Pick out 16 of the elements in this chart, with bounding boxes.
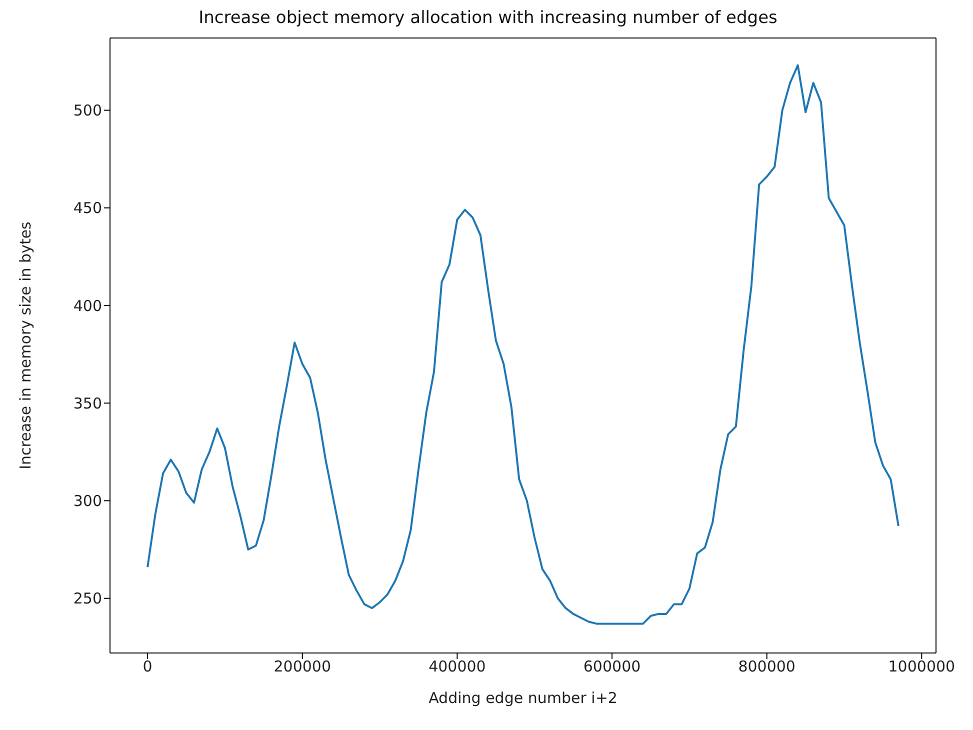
y-tick-label: 300: [73, 492, 102, 510]
y-axis-title: Increase in memory size in bytes: [16, 221, 34, 470]
y-tick-label: 250: [73, 590, 102, 608]
x-tick-label: 1000000: [888, 658, 956, 676]
x-tick-label: 200000: [274, 658, 332, 676]
line-series: [146, 64, 900, 625]
y-tick-label: 350: [73, 394, 102, 412]
x-tick-label: 800000: [738, 658, 796, 676]
x-tick-label: 600000: [583, 658, 641, 676]
chart-title: Increase object memory allocation with increasing number of edges: [198, 8, 778, 28]
y-tick-label: 450: [73, 199, 102, 218]
x-tick-label: 0: [142, 658, 152, 676]
x-tick-label: 400000: [428, 658, 486, 676]
y-tick-label: 400: [73, 296, 102, 315]
y-tick-label: 500: [73, 102, 102, 120]
x-axis-title: Adding edge number i+2: [428, 689, 618, 707]
